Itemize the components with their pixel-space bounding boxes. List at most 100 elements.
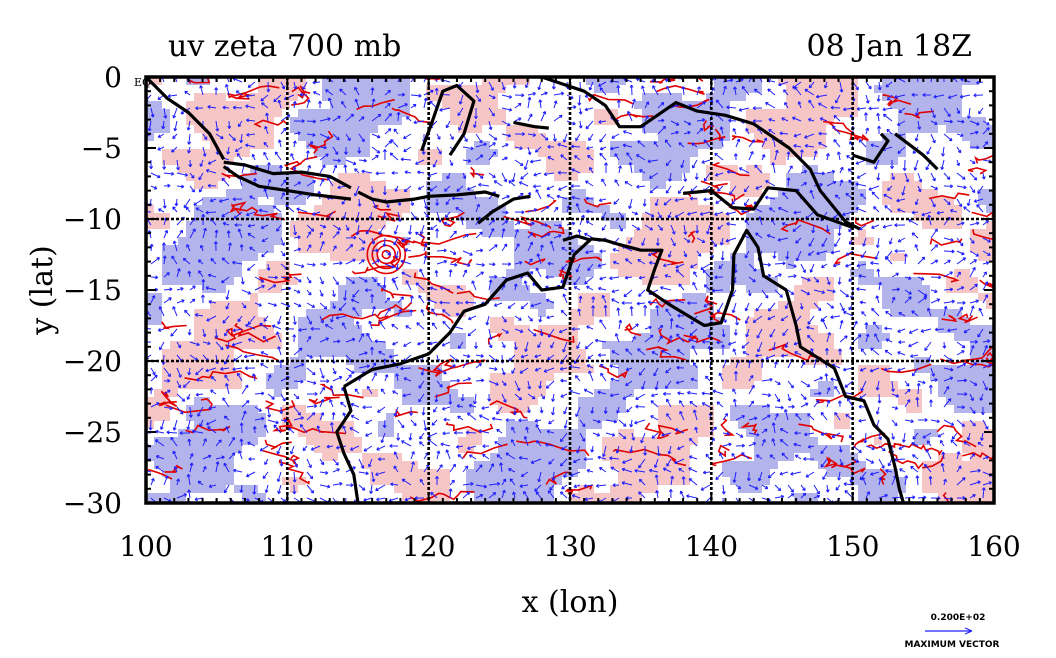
positive-fill-cell [666,245,674,253]
negative-fill-cell [178,277,186,285]
negative-fill-cell [690,365,698,373]
positive-fill-cell [394,485,402,493]
positive-fill-cell [522,397,530,405]
wind-vector-arrow [720,250,725,261]
negative-fill-cell [938,117,946,125]
wind-vector-arrow [597,353,607,358]
wind-vector-arrow [618,432,627,440]
positive-fill-cell [786,149,794,157]
wind-vector-arrow [726,170,737,174]
wind-vector-arrow [391,323,399,330]
wind-vector-arrow [928,384,933,395]
negative-fill-cell [674,309,682,317]
wind-vector-arrow [772,250,777,259]
negative-fill-cell [578,405,586,413]
vorticity-contour-line [941,314,958,322]
negative-fill-cell [898,285,906,293]
wind-vector-arrow [523,436,529,447]
positive-fill-cell [914,213,922,221]
positive-fill-cell [266,117,274,125]
positive-fill-cell [354,245,362,253]
wind-vector-arrow [800,393,807,400]
wind-vector-arrow [839,335,848,343]
positive-fill-cell [306,237,314,245]
negative-fill-cell [850,453,858,461]
positive-fill-cell [938,221,946,229]
wind-vector-arrow [332,231,340,239]
wind-vector-arrow [466,185,477,191]
positive-fill-cell [938,453,946,461]
negative-fill-cell [882,77,890,85]
negative-fill-cell [618,389,626,397]
negative-fill-cell [938,85,946,93]
wind-vector-arrow [319,315,324,324]
vorticity-contour-line [649,77,670,84]
positive-fill-cell [562,141,570,149]
wind-vector-arrow [223,354,230,365]
negative-fill-cell [514,445,522,453]
negative-fill-cell [690,309,698,317]
negative-fill-cell [242,221,250,229]
positive-fill-cell [738,373,746,381]
wind-vector-arrow [898,445,906,450]
negative-fill-cell [722,93,730,101]
wind-vector-arrow [371,276,377,283]
negative-fill-cell [370,341,378,349]
negative-fill-cell [682,149,690,157]
wind-vector-arrow [338,302,347,312]
positive-fill-cell [418,277,426,285]
negative-fill-cell [570,453,578,461]
positive-fill-cell [242,333,250,341]
negative-fill-cell [274,389,282,397]
wind-vector-arrow [185,206,191,213]
wind-vector-arrow [396,432,401,441]
positive-fill-cell [682,453,690,461]
negative-fill-cell [626,157,634,165]
positive-fill-cell [778,157,786,165]
wind-vector-arrow [449,250,457,255]
negative-fill-cell [922,365,930,373]
negative-fill-cell [802,437,810,445]
wind-vector-arrow [392,390,399,395]
positive-fill-cell [914,205,922,213]
wind-vector-arrow [629,84,634,96]
positive-fill-cell [978,493,986,501]
negative-fill-cell [986,405,994,413]
wind-vector-arrow [809,189,815,200]
positive-fill-cell [154,77,162,85]
positive-fill-cell [890,181,898,189]
positive-fill-cell [626,485,634,493]
wind-vector-arrow [585,180,594,187]
negative-fill-cell [682,133,690,141]
negative-fill-cell [458,405,466,413]
positive-fill-cell [474,437,482,445]
wind-vector-arrow [887,185,893,191]
wind-vector-arrow [319,302,328,310]
negative-fill-cell [226,253,234,261]
wind-vector-arrow [653,141,659,148]
negative-fill-cell [818,245,826,253]
wind-vector-arrow [644,325,652,330]
wind-vector-arrow [666,85,672,96]
positive-fill-cell [770,125,778,133]
wind-vector-arrow [429,185,438,192]
wind-vector-arrow [977,441,984,447]
negative-fill-cell [490,205,498,213]
positive-fill-cell [386,461,394,469]
positive-fill-cell [626,477,634,485]
positive-fill-cell [970,461,978,469]
positive-fill-cell [242,317,250,325]
negative-fill-cell [266,237,274,245]
wind-vector-arrow [236,152,243,161]
positive-fill-cell [482,109,490,117]
negative-fill-cell [146,133,154,141]
wind-vector-arrow [306,289,312,296]
negative-fill-cell [730,405,738,413]
wind-vector-arrow [150,172,161,179]
wind-vector-arrow [859,367,867,372]
wind-vector-arrow [538,380,543,389]
wind-vector-arrow [260,94,269,102]
negative-fill-cell [226,413,234,421]
negative-fill-cell [618,221,626,229]
negative-fill-cell [578,205,586,213]
